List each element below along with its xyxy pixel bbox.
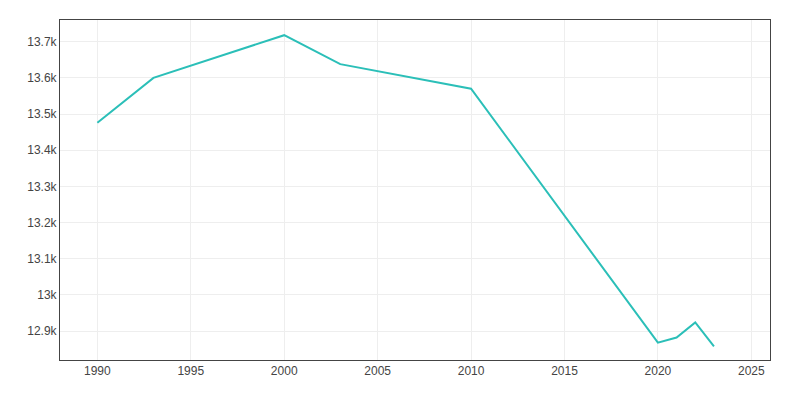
svg-text:13.1k: 13.1k: [27, 252, 57, 266]
svg-text:2005: 2005: [364, 364, 391, 378]
svg-text:2010: 2010: [458, 364, 485, 378]
svg-text:2000: 2000: [271, 364, 298, 378]
svg-text:13.2k: 13.2k: [27, 216, 57, 230]
svg-text:13.6k: 13.6k: [27, 71, 57, 85]
svg-text:13k: 13k: [37, 288, 57, 302]
svg-text:1990: 1990: [84, 364, 111, 378]
svg-text:2015: 2015: [551, 364, 578, 378]
svg-text:12.9k: 12.9k: [27, 324, 57, 338]
svg-text:1995: 1995: [177, 364, 204, 378]
svg-text:2025: 2025: [738, 364, 765, 378]
svg-text:13.4k: 13.4k: [27, 143, 57, 157]
svg-text:13.7k: 13.7k: [27, 35, 57, 49]
svg-text:13.5k: 13.5k: [27, 107, 57, 121]
svg-text:13.3k: 13.3k: [27, 180, 57, 194]
svg-text:2020: 2020: [645, 364, 672, 378]
